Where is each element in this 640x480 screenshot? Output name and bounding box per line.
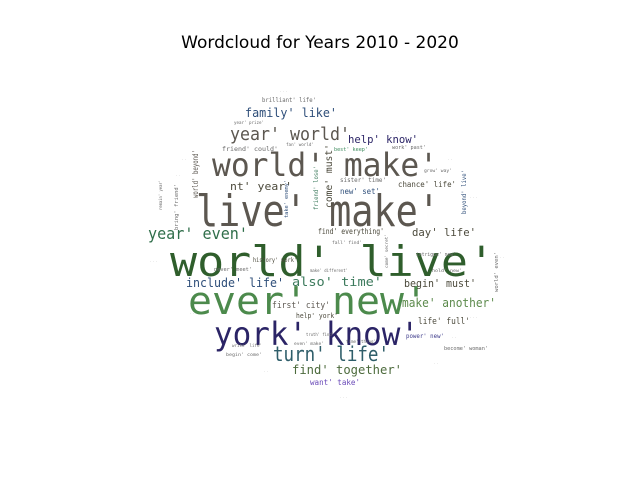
word-new-set: new' set' [340, 187, 380, 196]
word-make-different: make' different' [310, 268, 348, 273]
svg-text:· · ·: · · · [190, 312, 198, 315]
word-also-time: also' time' [292, 275, 382, 289]
word-grow-way: grow' way' [424, 168, 452, 173]
word-remain-year: remain' year' [158, 180, 163, 210]
word-intrigue-new: intrigue' new' [416, 252, 456, 258]
word-include-life: include' life' [186, 276, 284, 290]
word-power-new: power' new' [406, 333, 444, 340]
word-first-city: first' city' [272, 301, 330, 311]
word-fall-find: fall' find' [332, 240, 362, 245]
word-bring-friend: bring' friend' [174, 184, 180, 230]
word-become-woman: become' woman' [444, 346, 488, 352]
word-friend-could: friend' could' [222, 146, 278, 153]
word-begin-must: begin' must' [404, 277, 476, 290]
word-nt-year: nt' year' [230, 180, 292, 193]
word-york-know: york' know' [214, 315, 419, 353]
word-chance-life: chance' life' [398, 180, 456, 189]
word-make-another: make' another' [402, 296, 496, 310]
word-time-thing: time' thing' [346, 339, 376, 344]
word-life-full: life' full' [418, 317, 470, 327]
word-turn-life: turn' life' [273, 342, 389, 366]
word-best-keep: best' keep' [334, 147, 368, 153]
word-write-life: write' life' [232, 343, 262, 348]
svg-text:· ·: · · [434, 362, 439, 365]
word-world-even: world' even' [494, 252, 500, 292]
chart-title: Wordcloud for Years 2010 - 2020 [181, 33, 459, 53]
svg-text:· ·: · · [264, 370, 269, 373]
word-world-make: world' make' [212, 146, 438, 184]
word-ever-new: ever' new' [188, 279, 428, 323]
word-family-like: family' like' [245, 106, 337, 120]
word-sister-time: sister' time' [340, 177, 386, 184]
svg-text:· · ·: · · · [340, 396, 348, 399]
word-find-together: find' together' [292, 363, 402, 377]
svg-text:· ·: · · [500, 256, 505, 259]
word-world-live: world' live' [170, 237, 495, 286]
word-world-beyond: world' beyond' [191, 150, 200, 198]
svg-text:· · ·: · · · [470, 316, 478, 319]
word-year-even: year' even' [148, 224, 248, 243]
word-year-prize: year' prize' [234, 120, 264, 125]
word-hold-new: hold' new' [432, 268, 462, 273]
svg-text:· · ·: · · · [392, 130, 400, 133]
word-find-everything: find' everything' [318, 227, 384, 236]
word-truth-find: truth' find' [306, 332, 334, 337]
word-even-make: even' make' [294, 341, 324, 346]
word-year-world: year' world' [230, 124, 350, 145]
svg-text:· ·: · · [176, 174, 181, 177]
svg-text:· ·: · · [182, 158, 187, 161]
svg-text:· · ·: · · · [470, 196, 478, 199]
word-work-past: work' past' [392, 145, 426, 151]
word-brilliant-life: brilliant' life' [262, 97, 316, 104]
word-day-life: day' life' [412, 226, 476, 239]
word-take-enemy: take' enemy' [284, 180, 290, 218]
word-history-work: history' work' [253, 257, 297, 264]
word-live-make: live' make' [196, 186, 440, 237]
svg-text:· ·: · · [452, 336, 457, 339]
tiny-filler-words: · · · · · · · · · · · · · · · · · · · · … [150, 90, 505, 399]
word-fan-world: fan' world' [286, 142, 314, 147]
word-help-york: help' york' [296, 312, 338, 320]
svg-text:· ·: · · [448, 158, 453, 161]
word-want-take: want' take' [310, 378, 360, 387]
word-begin-come: begin' come' [226, 352, 262, 357]
svg-text:· · ·: · · · [280, 90, 288, 93]
word-friend-lose: friend' lose' [313, 166, 320, 210]
word-never-meet: never' meet' [214, 267, 252, 273]
word-help-know: help' know' [348, 133, 418, 146]
word-come-must: come' must' [324, 144, 335, 208]
word-beyond-live: beyond' live' [461, 170, 468, 214]
word-come-secret: come' secret' [384, 234, 389, 268]
svg-text:· · ·: · · · [150, 260, 158, 263]
